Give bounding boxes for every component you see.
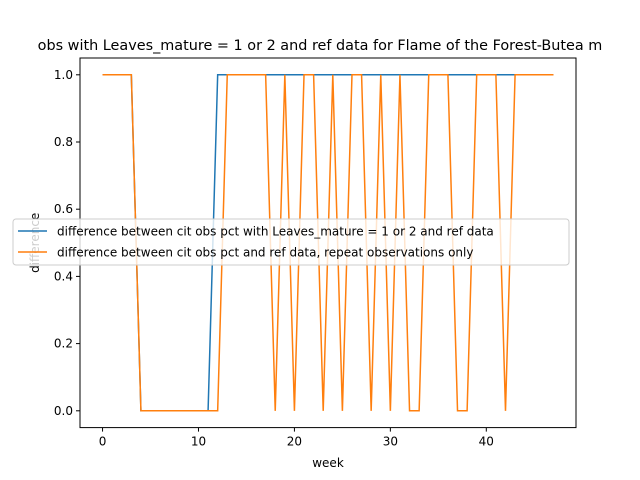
x-axis-label: week (312, 456, 344, 470)
x-tick-label: 0 (99, 435, 107, 449)
y-tick-label: 0.2 (54, 337, 73, 351)
legend-label-series-1: difference between cit obs pct with Leav… (57, 225, 494, 239)
legend-label-series-2: difference between cit obs pct and ref d… (57, 246, 473, 260)
axis-ticks: 0 10 20 30 40 0.0 0.2 0.4 0.6 0.8 1.0 (54, 68, 494, 449)
y-tick-label: 0.4 (54, 269, 73, 283)
y-tick-label: 0.6 (54, 202, 73, 216)
x-tick-label: 10 (191, 435, 206, 449)
chart-title: obs with Leaves_mature = 1 or 2 and ref … (38, 38, 603, 54)
y-tick-label: 0.0 (54, 404, 73, 418)
x-tick-label: 20 (287, 435, 302, 449)
x-tick-label: 30 (383, 435, 398, 449)
y-tick-label: 0.8 (54, 135, 73, 149)
x-tick-label: 40 (479, 435, 494, 449)
legend-box (12, 218, 570, 266)
legend: difference between cit obs pct with Leav… (12, 218, 570, 266)
y-tick-label: 1.0 (54, 68, 73, 82)
